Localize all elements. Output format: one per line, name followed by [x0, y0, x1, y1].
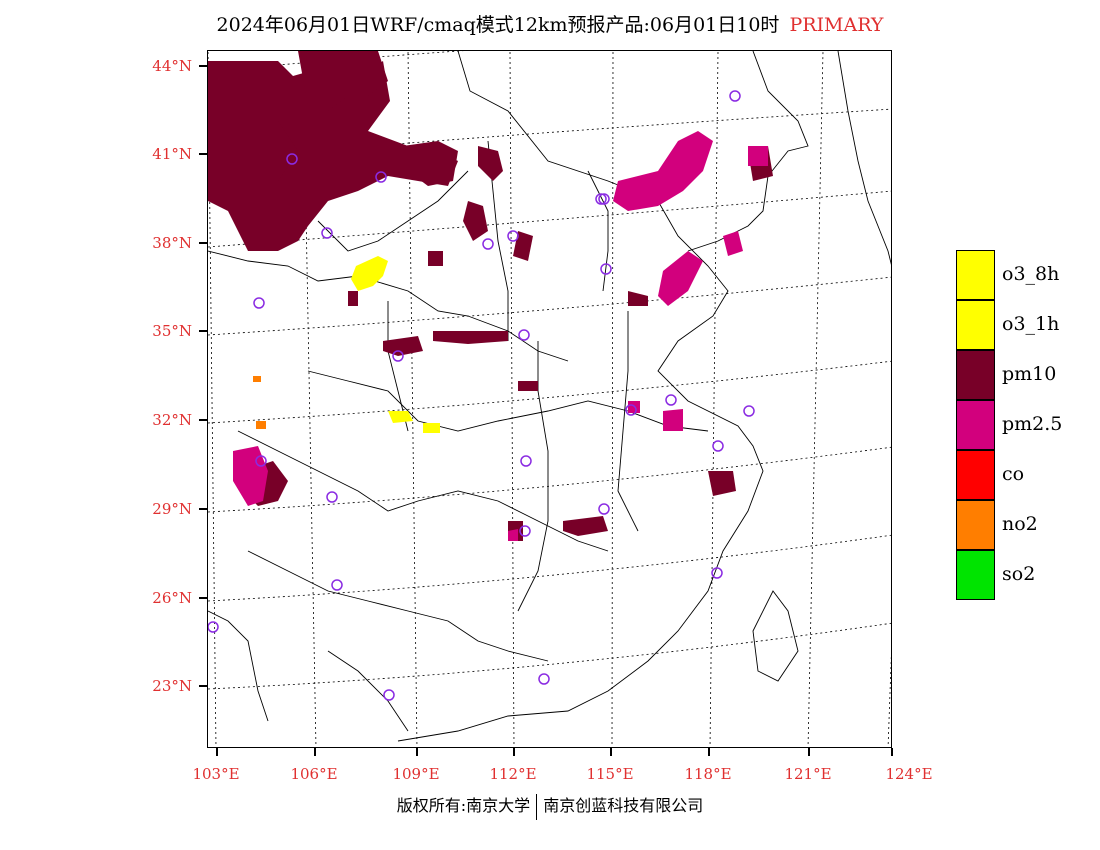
legend-label: o3_8h: [1002, 263, 1060, 285]
lon-label-112: 112°E: [489, 765, 537, 783]
legend-swatch: [956, 450, 995, 500]
lat-label-26: 26°N: [152, 589, 192, 607]
lon-tick: [708, 748, 710, 756]
lon-label-109: 109°E: [392, 765, 440, 783]
legend-swatch: [956, 550, 995, 600]
footer-separator: [536, 793, 538, 820]
map-area[interactable]: [207, 50, 892, 748]
map-title: 2024年06月01日WRF/cmaq模式12km预报产品:06月01日10时 P…: [0, 10, 1100, 37]
legend-label: pm10: [1002, 363, 1057, 385]
lon-label-118: 118°E: [684, 765, 732, 783]
lon-tick: [314, 748, 316, 756]
title-main: 2024年06月01日WRF/cmaq模式12km预报产品:06月01日10时: [216, 14, 780, 36]
legend-swatch: [956, 250, 995, 300]
lon-tick: [808, 748, 810, 756]
no2-patches: [253, 376, 266, 429]
legend-label: o3_1h: [1002, 313, 1060, 335]
pm10-patches: [208, 51, 773, 541]
lon-tick: [216, 748, 218, 756]
lat-label-38: 38°N: [152, 234, 192, 252]
footer-credits: 版权所有:南京大学 南京创蓝科技有限公司: [0, 792, 1100, 820]
lon-tick: [416, 748, 418, 756]
station-markers: [208, 90, 755, 701]
legend-swatch: [956, 500, 995, 550]
footer-right: 南京创蓝科技有限公司: [543, 796, 704, 815]
lon-label-124: 124°E: [885, 765, 933, 783]
lat-label-44: 44°N: [152, 57, 192, 75]
lat-tick: [199, 685, 207, 687]
lat-tick: [199, 242, 207, 244]
lat-tick: [199, 153, 207, 155]
legend-swatch: [956, 350, 995, 400]
legend-swatch: [956, 400, 995, 450]
lat-tick: [199, 597, 207, 599]
lat-label-29: 29°N: [152, 500, 192, 518]
title-primary-tag: PRIMARY: [789, 14, 884, 36]
lon-tick: [610, 748, 612, 756]
lon-label-106: 106°E: [290, 765, 338, 783]
lat-label-41: 41°N: [152, 145, 192, 163]
lat-tick: [199, 330, 207, 332]
lat-label-32: 32°N: [152, 411, 192, 429]
lat-tick: [199, 65, 207, 67]
o3-patches: [351, 256, 440, 433]
legend-label: pm2.5: [1002, 413, 1063, 435]
lon-label-121: 121°E: [784, 765, 832, 783]
lon-tick: [513, 748, 515, 756]
lon-label-115: 115°E: [586, 765, 634, 783]
lat-label-35: 35°N: [152, 322, 192, 340]
legend-label: no2: [1002, 513, 1038, 535]
lat-label-23: 23°N: [152, 677, 192, 695]
map-svg: [208, 51, 891, 747]
legend-swatch: [956, 300, 995, 350]
legend-label: co: [1002, 463, 1025, 485]
lon-label-103: 103°E: [192, 765, 240, 783]
footer-left: 版权所有:南京大学: [396, 796, 531, 815]
lat-tick: [199, 419, 207, 421]
lon-tick: [891, 748, 893, 756]
legend-label: so2: [1002, 563, 1036, 585]
pm25-patches: [233, 131, 768, 541]
lat-tick: [199, 508, 207, 510]
